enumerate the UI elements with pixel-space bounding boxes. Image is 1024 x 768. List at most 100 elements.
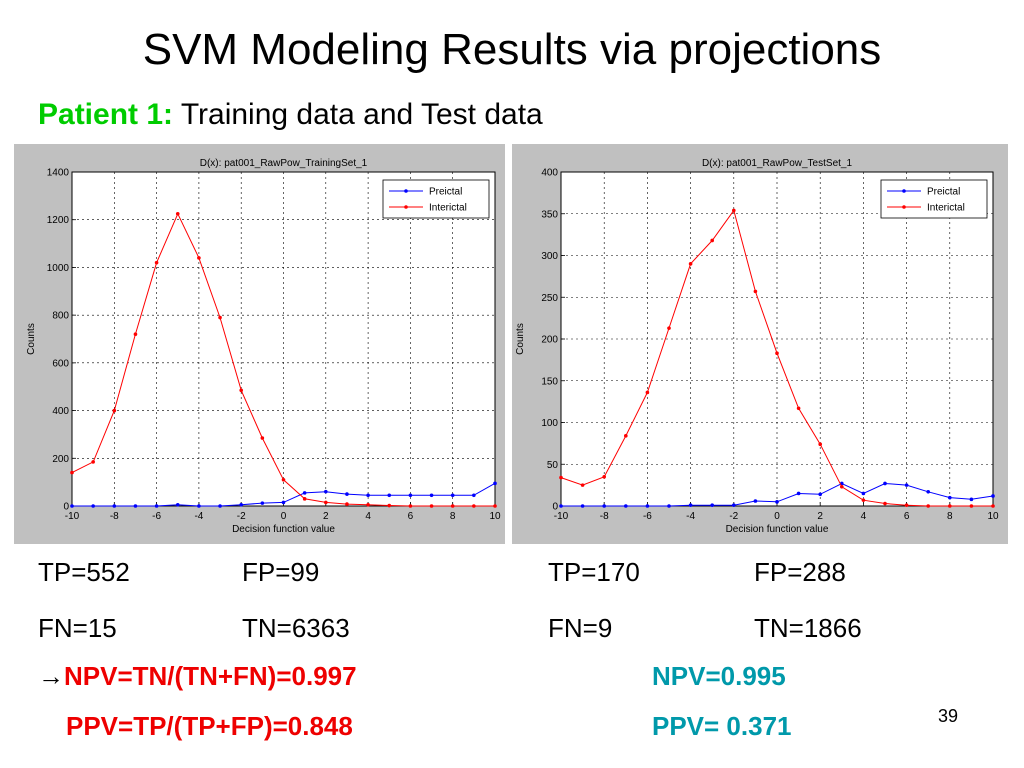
test-preictal-point bbox=[559, 504, 563, 508]
test-interictal-point bbox=[602, 474, 606, 479]
test-preictal-point bbox=[861, 491, 866, 496]
training-preictal-point bbox=[91, 504, 95, 508]
test-preictal-point bbox=[818, 492, 822, 497]
test-chart-panel: -10 -8 -6 -4 -2 0 2 4 6 8 10 0 50 100 150 200 250 300 350 4… bbox=[512, 144, 1008, 544]
training-x-tick-label: 10 bbox=[489, 511, 501, 522]
training-preictal-point bbox=[302, 491, 307, 495]
training-preictal-point bbox=[429, 493, 434, 498]
arrow-icon: → bbox=[38, 661, 64, 691]
training-y-tick-label: 600 bbox=[52, 358, 69, 369]
test-y-tick-label: 300 bbox=[541, 251, 558, 262]
test-interictal-point bbox=[796, 406, 801, 411]
training-preictal-point bbox=[450, 493, 455, 498]
test-preictal-point bbox=[948, 495, 952, 500]
test-preictal-point bbox=[580, 504, 585, 508]
test-interictal-point bbox=[775, 351, 779, 355]
test-x-tick-label: -6 bbox=[643, 511, 652, 522]
training-preictal-point bbox=[112, 504, 117, 508]
test-interictal-point bbox=[818, 442, 822, 447]
training-preictal-point bbox=[408, 493, 413, 498]
test-legend-marker-preictal bbox=[902, 189, 906, 193]
test-y-tick-label: 200 bbox=[541, 335, 558, 346]
test-plot-frame bbox=[560, 171, 994, 507]
test-interictal-point bbox=[688, 262, 693, 266]
training-x-tick-label: 2 bbox=[323, 511, 329, 522]
training-legend-marker-preictal bbox=[404, 189, 408, 193]
training-preictal-point bbox=[133, 504, 138, 508]
training-interictal-point bbox=[239, 388, 243, 393]
test-x-tick-label: 2 bbox=[817, 511, 823, 522]
right-npv: NPV=0.995 bbox=[652, 661, 786, 691]
test-x-axis-label: Decision function value bbox=[726, 524, 829, 535]
training-x-tick-label: -10 bbox=[65, 511, 80, 522]
slide-title: SVM Modeling Results via projections bbox=[142, 25, 882, 74]
test-interictal-point bbox=[861, 498, 866, 502]
training-chart-title: D(x): pat001_RawPow_TrainingSet_1 bbox=[200, 158, 368, 169]
test-x-tick-label: 0 bbox=[774, 511, 780, 522]
training-interictal-point bbox=[493, 504, 497, 508]
test-x-tick-label: 8 bbox=[947, 511, 953, 522]
training-preictal-point bbox=[239, 503, 243, 507]
test-interictal-point bbox=[904, 503, 909, 507]
test-legend-label-interictal: Interictal bbox=[927, 203, 965, 214]
training-x-tick-label: 8 bbox=[450, 511, 456, 522]
training-interictal-point bbox=[112, 408, 117, 413]
test-interictal-point bbox=[926, 504, 930, 508]
page-number: 39 bbox=[938, 706, 959, 726]
training-legend-marker-interictal bbox=[404, 205, 408, 209]
training-x-tick-label: -4 bbox=[194, 511, 203, 522]
slide-subtitle: Patient 1: Training data and Test data bbox=[38, 94, 543, 136]
training-y-tick-label: 400 bbox=[52, 406, 69, 417]
test-legend-marker-interictal bbox=[902, 205, 906, 209]
training-interictal-point bbox=[302, 497, 307, 501]
training-x-tick-label: 4 bbox=[365, 511, 371, 522]
training-interictal-point bbox=[197, 256, 201, 260]
training-interictal-point bbox=[91, 460, 95, 464]
training-preictal-point bbox=[387, 493, 392, 498]
training-preictal-point bbox=[218, 504, 222, 508]
training-preictal-point bbox=[175, 503, 180, 507]
training-x-tick-label: -2 bbox=[237, 511, 246, 522]
test-x-tick-label: 4 bbox=[861, 511, 867, 522]
test-x-tick-label: -2 bbox=[729, 511, 738, 522]
training-interictal-point bbox=[472, 504, 476, 508]
test-interictal-point bbox=[840, 484, 844, 489]
test-y-tick-label: 0 bbox=[552, 502, 558, 513]
test-x-tick-label: -10 bbox=[554, 511, 569, 522]
training-interictal-point bbox=[366, 503, 370, 507]
subtitle-text: Training data and Test data bbox=[173, 98, 543, 131]
patient-label: Patient 1: bbox=[38, 98, 174, 131]
test-y-tick-label: 250 bbox=[541, 293, 558, 304]
training-x-tick-label: -8 bbox=[110, 511, 119, 522]
training-y-tick-label: 0 bbox=[63, 502, 69, 513]
training-preictal-point bbox=[472, 493, 476, 498]
training-chart-panel: -10 -8 -6 -4 -2 0 2 4 6 8 10 0 200 400 600 800 1000 1200 1… bbox=[14, 144, 505, 544]
training-interictal-point bbox=[324, 500, 328, 505]
training-preictal-point bbox=[493, 481, 497, 486]
training-interictal-point bbox=[70, 470, 74, 475]
right-tp: TP=170 bbox=[548, 557, 640, 587]
test-preictal-point bbox=[624, 504, 628, 508]
left-fp: FP=99 bbox=[242, 557, 320, 587]
training-x-tick-label: 6 bbox=[408, 511, 414, 522]
test-chart: -10 -8 -6 -4 -2 0 2 4 6 8 100501001502002503003504… bbox=[515, 158, 999, 535]
training-y-tick-label: 1200 bbox=[47, 215, 70, 226]
right-fn: FN=9 bbox=[548, 613, 613, 643]
test-y-tick-label: 400 bbox=[541, 168, 558, 179]
training-y-tick-label: 1400 bbox=[47, 168, 70, 179]
left-tp: TP=552 bbox=[38, 557, 130, 587]
test-interictal-point bbox=[732, 208, 736, 213]
test-x-tick-label: 6 bbox=[904, 511, 910, 522]
test-interictal-point bbox=[645, 390, 650, 395]
right-fp: FP=288 bbox=[754, 557, 846, 587]
test-y-tick-label: 50 bbox=[547, 460, 559, 471]
training-interictal-point bbox=[429, 504, 434, 508]
test-interictal-point bbox=[559, 475, 563, 480]
training-preictal-point bbox=[324, 489, 328, 494]
test-interictal-point bbox=[883, 501, 887, 506]
test-preictal-point bbox=[883, 481, 887, 486]
left-tn: TN=6363 bbox=[242, 613, 350, 643]
test-x-tick-label: -4 bbox=[686, 511, 695, 522]
test-interictal-point bbox=[710, 238, 714, 243]
test-chart-title: D(x): pat001_RawPow_TestSet_1 bbox=[702, 158, 853, 169]
